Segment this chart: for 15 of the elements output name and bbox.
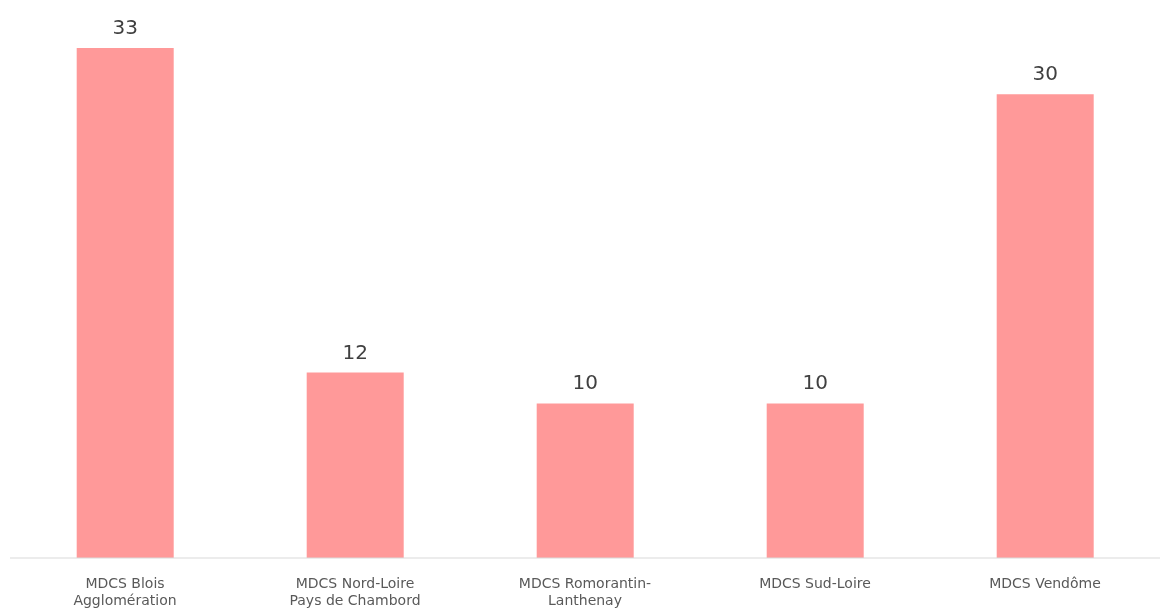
x-tick-label: MDCS Nord-Loire Pays de Chambord — [289, 575, 421, 608]
data-label: 33 — [112, 14, 138, 39]
bar — [536, 403, 634, 558]
bar — [76, 47, 174, 558]
x-tick-label: MDCS Sud-Loire — [759, 575, 871, 591]
data-label: 10 — [572, 370, 598, 395]
data-label: 30 — [1032, 61, 1058, 86]
data-label: 10 — [802, 370, 828, 395]
x-tick-label: MDCS Romorantin-Lanthenay — [518, 575, 652, 608]
bar — [996, 94, 1094, 558]
bar — [306, 372, 404, 558]
x-tick-label: MDCS Vendôme — [989, 575, 1101, 591]
x-tick-label: MDCS Blois Agglomération — [73, 575, 177, 608]
bar — [766, 403, 864, 558]
data-label: 12 — [342, 339, 368, 364]
